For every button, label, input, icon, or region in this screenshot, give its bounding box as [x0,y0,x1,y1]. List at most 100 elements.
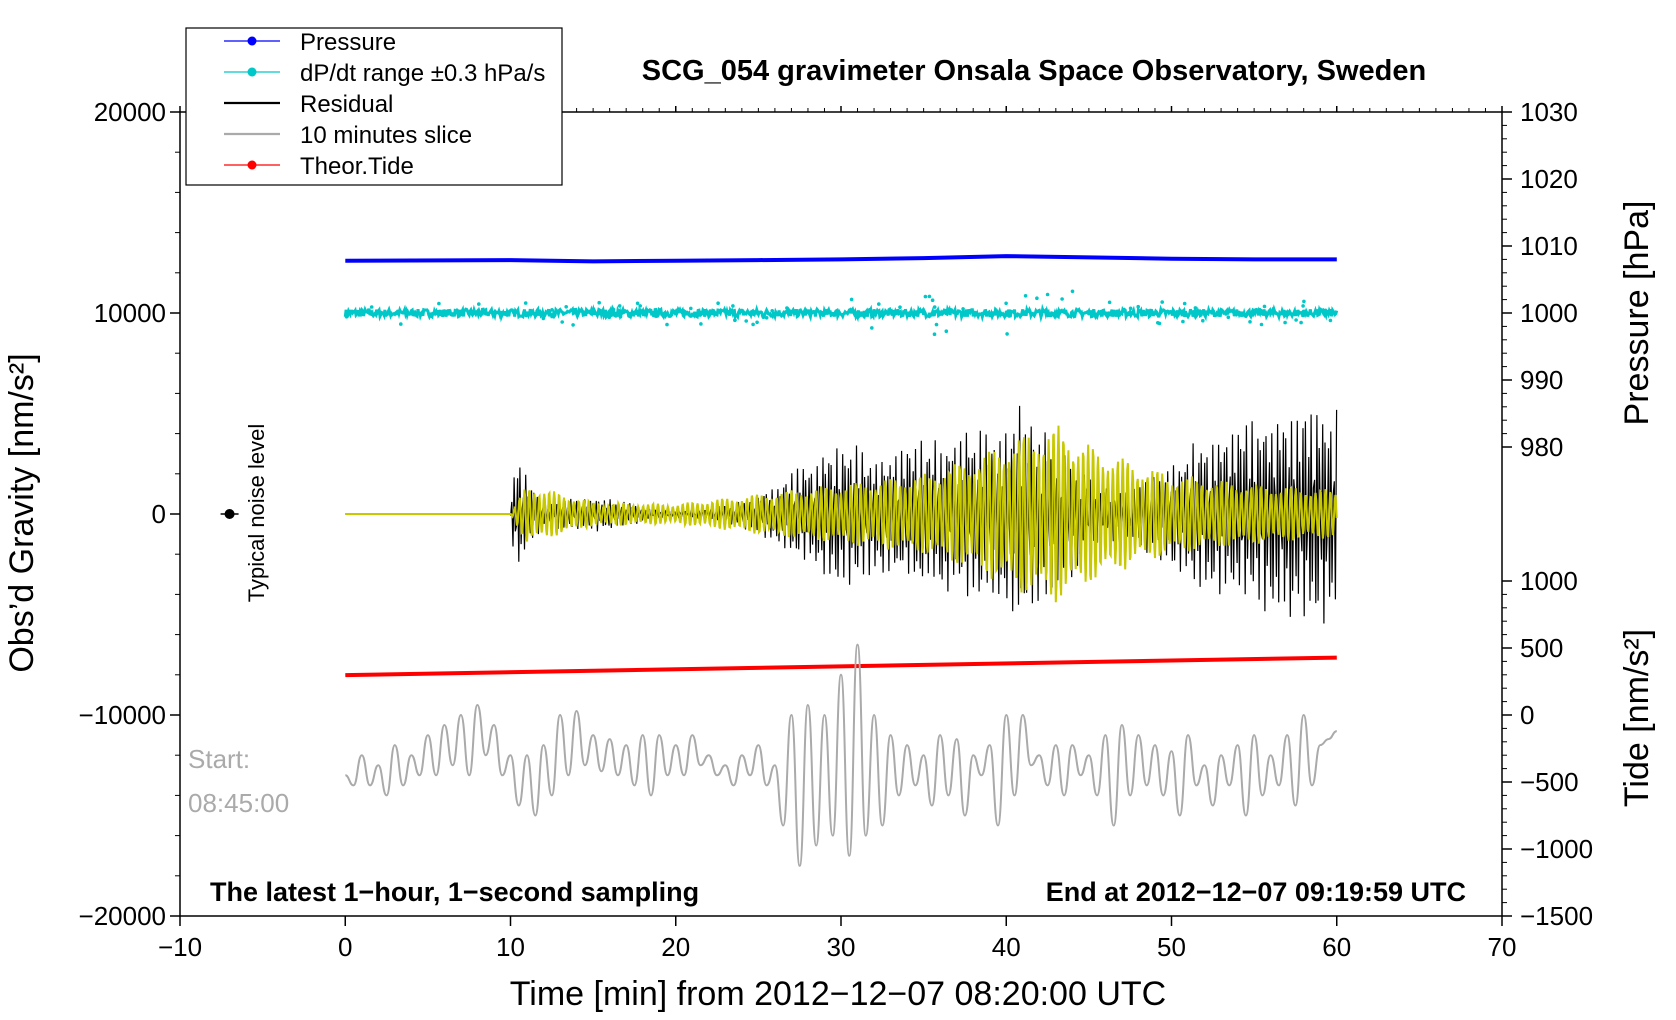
start-label: Start: [188,744,250,774]
dpdt-point [932,332,937,337]
dpdt-point [1259,322,1264,327]
dpdt-point [788,309,792,314]
pressure-line [345,254,1337,264]
dpdt-point [617,304,622,308]
dpdt-point [1045,292,1050,297]
y-tick-label: −10000 [79,700,166,730]
y-axis-label-pressure: Pressure [hPa] [1618,201,1656,426]
dpdt-point [1294,318,1298,322]
x-tick-label: 0 [338,932,352,962]
dpdt-point [1107,300,1112,305]
x-tick-label: 30 [827,932,856,962]
dpdt-point [541,316,546,321]
tide-line [345,655,1337,678]
dpdt-point [571,323,575,327]
pressure-tick-label: 1030 [1520,97,1578,127]
slice-line [345,643,1338,867]
x-tick-label: 20 [661,932,690,962]
dpdt-point [1035,296,1039,301]
bottom-right-note: End at 2012−12−07 09:19:59 UTC [1046,877,1466,907]
dpdt-point [1302,299,1306,304]
dpdt-point [1160,300,1164,304]
tide-tick-label: 1000 [1520,566,1578,596]
dpdt-point [870,326,874,330]
pressure-tick-label: 1010 [1520,231,1578,261]
dpdt-point [597,300,601,305]
dpdt-point [689,306,693,311]
bottom-left-note: The latest 1−hour, 1−second sampling [210,877,699,907]
legend-label: Residual [300,91,393,118]
dpdt-point [923,294,928,299]
dpdt-point [877,302,881,306]
dpdt-point [1181,319,1185,324]
legend-label: dP/dt range ±0.3 hPa/s [300,60,545,87]
y-tick-label: 20000 [94,97,166,127]
pressure-tick-label: 1020 [1520,164,1578,194]
dpdt-point [1004,301,1008,306]
dpdt-point [1156,321,1160,325]
dpdt-point [564,305,568,309]
x-tick-label: 60 [1322,932,1351,962]
legend-marker [247,67,257,77]
tide-tick-label: −1500 [1520,901,1593,931]
dpdt-point [483,311,487,315]
dpdt-point [733,318,737,322]
dpdt-point [1136,304,1140,309]
dpdt-point [708,309,712,313]
tide-tick-label: −1000 [1520,834,1593,864]
legend-item: Residual [224,91,393,118]
dpdt-point [1182,301,1187,306]
y-axis-label-tide: Tide [nm/s²] [1618,629,1656,807]
dpdt-point [927,294,932,299]
legend-marker [247,36,257,46]
series-layer [220,254,1339,867]
y-axis-label-left: Obs’d Gravity [nm/s²] [3,353,41,672]
dpdt-point [618,314,623,319]
x-tick-label: 40 [992,932,1021,962]
legend-label: 10 minutes slice [300,122,472,149]
legend-label: Pressure [300,29,396,56]
dpdt-point [898,305,902,310]
tide-tick-label: −500 [1520,767,1579,797]
chart-title: SCG_054 gravimeter Onsala Space Observat… [642,55,1426,87]
dpdt-point [359,309,364,314]
dpdt-point [1070,289,1075,294]
pressure-tick-label: 1000 [1520,298,1578,328]
y-tick-label: 10000 [94,298,166,328]
legend-item: Theor.Tide [224,153,414,180]
dpdt-point [1257,307,1262,312]
dpdt-point [455,308,459,313]
dpdt-point [961,307,965,311]
start-time: 08:45:00 [188,788,289,818]
legend-item: Pressure [224,29,396,56]
dpdt-point [477,302,481,306]
dpdt-point [761,315,766,320]
y-tick-label: 0 [152,499,166,529]
dpdt-point [611,307,616,312]
dpdt-point [699,322,703,326]
x-tick-label: 50 [1157,932,1186,962]
dpdt-point [1196,311,1201,315]
dpdt-point [1060,297,1064,301]
dpdt-point [770,309,774,313]
dpdt-point [785,306,789,310]
dpdt-point [560,320,564,324]
noise-level-label: Typical noise level [244,424,269,603]
dpdt-point [1088,311,1092,316]
dpdt-point [934,322,939,327]
legend-label: Theor.Tide [300,153,414,180]
dpdt-point [716,301,720,306]
dpdt-point [1301,304,1305,308]
tide-tick-label: 0 [1520,700,1534,730]
dpdt-point [536,309,540,313]
x-tick-label: −10 [158,932,202,962]
x-tick-label: 70 [1488,932,1517,962]
dpdt-point [369,305,374,309]
pressure-tick-label: 990 [1520,365,1563,395]
dpdt-point [399,322,403,326]
dpdt-point [638,304,642,308]
dpdt-point [1005,332,1009,336]
legend-item: 10 minutes slice [224,122,472,149]
dpdt-point [793,311,798,315]
